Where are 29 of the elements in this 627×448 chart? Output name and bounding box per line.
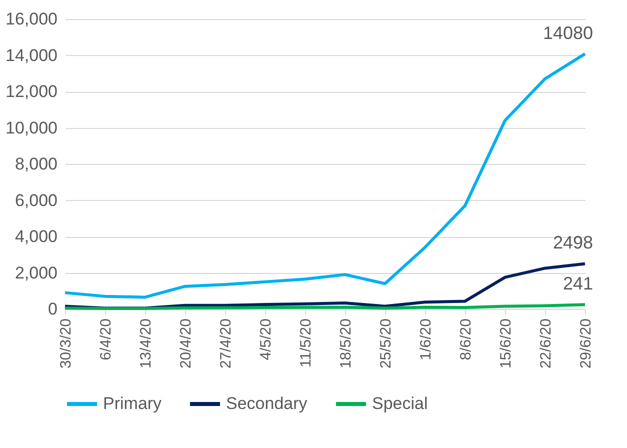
x-tick-label: 30/3/20 [58,318,74,369]
legend-label: Special [372,394,428,413]
x-tick-label: 13/4/20 [138,318,154,369]
data-label: 14080 [542,22,593,43]
x-tick-label: 25/5/20 [378,318,394,369]
x-tick-label: 6/4/20 [98,318,114,360]
y-tick-label: 10,000 [6,118,58,138]
y-tick-label: 16,000 [6,10,58,28]
x-tick-label: 29/6/20 [578,318,594,369]
y-tick-label: 14,000 [6,46,58,65]
x-tick-label: 20/4/20 [178,318,194,369]
x-tick-label: 8/6/20 [458,318,474,360]
y-tick-label: 6,000 [14,190,58,210]
y-tick-label: 2,000 [14,263,58,282]
y-tick-label: 8,000 [14,154,58,174]
legend-label: Primary [103,394,162,413]
data-label: 2498 [552,232,593,253]
x-tick-label: 1/6/20 [418,318,434,360]
data-label: 241 [562,274,593,294]
y-tick-label: 4,000 [14,227,58,246]
legend-label: Secondary [226,394,308,413]
x-tick-label: 18/5/20 [338,318,354,369]
x-tick-label: 15/6/20 [498,318,514,369]
y-tick-label: 0 [48,300,58,318]
x-tick-label: 22/6/20 [538,318,554,369]
x-tick-label: 27/4/20 [218,318,234,369]
y-tick-label: 12,000 [6,82,58,101]
x-tick-label: 11/5/20 [298,318,314,368]
x-tick-label: 4/5/20 [258,318,274,360]
